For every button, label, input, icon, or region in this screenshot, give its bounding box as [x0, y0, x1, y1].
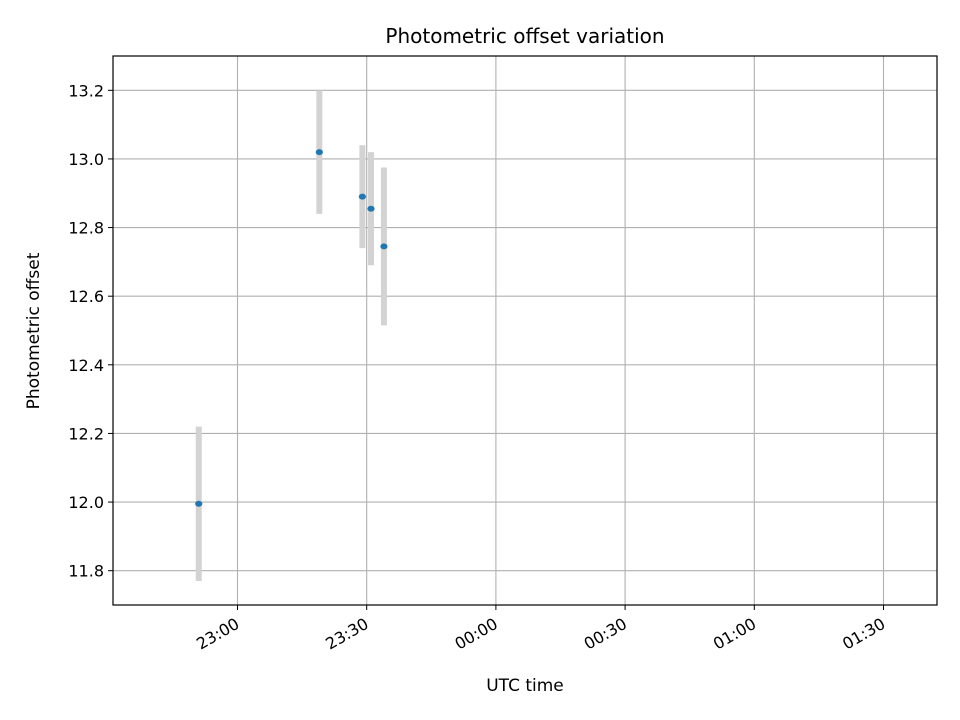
error-bars: [195, 90, 387, 581]
x-tick-label: 00:30: [581, 614, 630, 654]
data-points: [195, 149, 388, 507]
y-tick-label: 12.6: [68, 287, 104, 306]
chart-title: Photometric offset variation: [385, 24, 664, 48]
data-point: [380, 243, 388, 250]
y-tick-label: 12.2: [68, 424, 104, 443]
y-tick-label: 13.2: [68, 81, 104, 100]
y-tick-label: 13.0: [68, 150, 104, 169]
x-tick-label: 00:00: [451, 614, 500, 654]
y-tick-label: 12.0: [68, 493, 104, 512]
y-tick-label: 11.8: [68, 562, 104, 581]
x-axis-ticks: 23:00 23:30 00:00 00:30 01:00 01:30: [193, 605, 889, 654]
y-tick-label: 12.4: [68, 356, 104, 375]
x-tick-label: 23:00: [193, 614, 242, 654]
plot-frame: [112, 55, 938, 606]
x-tick-label: 01:30: [839, 614, 888, 654]
data-point: [195, 500, 203, 507]
x-axis-label: UTC time: [486, 676, 564, 696]
data-point: [367, 205, 375, 212]
x-tick-label: 01:00: [710, 614, 759, 654]
data-point: [358, 193, 366, 200]
y-tick-label: 12.8: [68, 219, 104, 238]
x-tick-label: 23:30: [322, 614, 371, 654]
grid: [113, 56, 937, 605]
y-axis-label: Photometric offset: [24, 252, 44, 409]
data-point: [315, 149, 323, 156]
y-axis-ticks: 11.8 12.0 12.2 12.4 12.6 12.8 13.0 13.2: [68, 81, 113, 581]
